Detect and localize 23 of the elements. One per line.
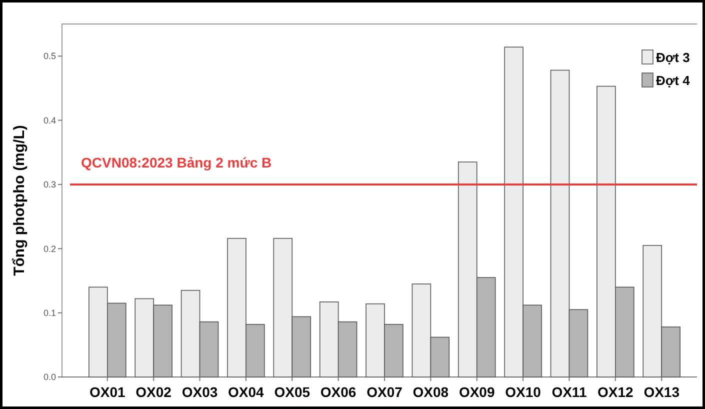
x-tick-label: OX10 <box>505 384 542 400</box>
x-tick-label: OX03 <box>182 384 218 400</box>
x-tick-label: OX12 <box>598 384 634 400</box>
x-tick-label: OX07 <box>366 384 403 400</box>
x-tick-label: OX04 <box>228 384 264 400</box>
y-tick-label: 0.0 <box>43 372 56 382</box>
y-tick-label: 0.3 <box>43 180 56 190</box>
y-tick-label: 0.1 <box>43 308 56 318</box>
x-tick-label: OX06 <box>320 384 356 400</box>
legend-label: Đợt 3 <box>656 50 690 65</box>
x-tick-label: OX05 <box>274 384 310 400</box>
x-tick-label: OX08 <box>412 384 449 400</box>
y-tick-label: 0.2 <box>43 244 56 254</box>
legend-label: Đợt 4 <box>656 73 691 88</box>
x-tick-label: OX11 <box>552 384 587 400</box>
y-tick-label: 0.5 <box>43 51 56 62</box>
x-tick-label: OX13 <box>644 384 680 400</box>
x-tick-label: OX02 <box>136 384 172 400</box>
x-tick-label: OX09 <box>458 384 495 400</box>
y-axis-title: Tổng photpho (mg/L) <box>11 125 28 276</box>
x-tick-label: OX01 <box>89 384 126 400</box>
annotation: QCVN08:2023 Bảng 2 mức B <box>81 154 272 170</box>
y-tick-label: 0.4 <box>43 115 56 126</box>
